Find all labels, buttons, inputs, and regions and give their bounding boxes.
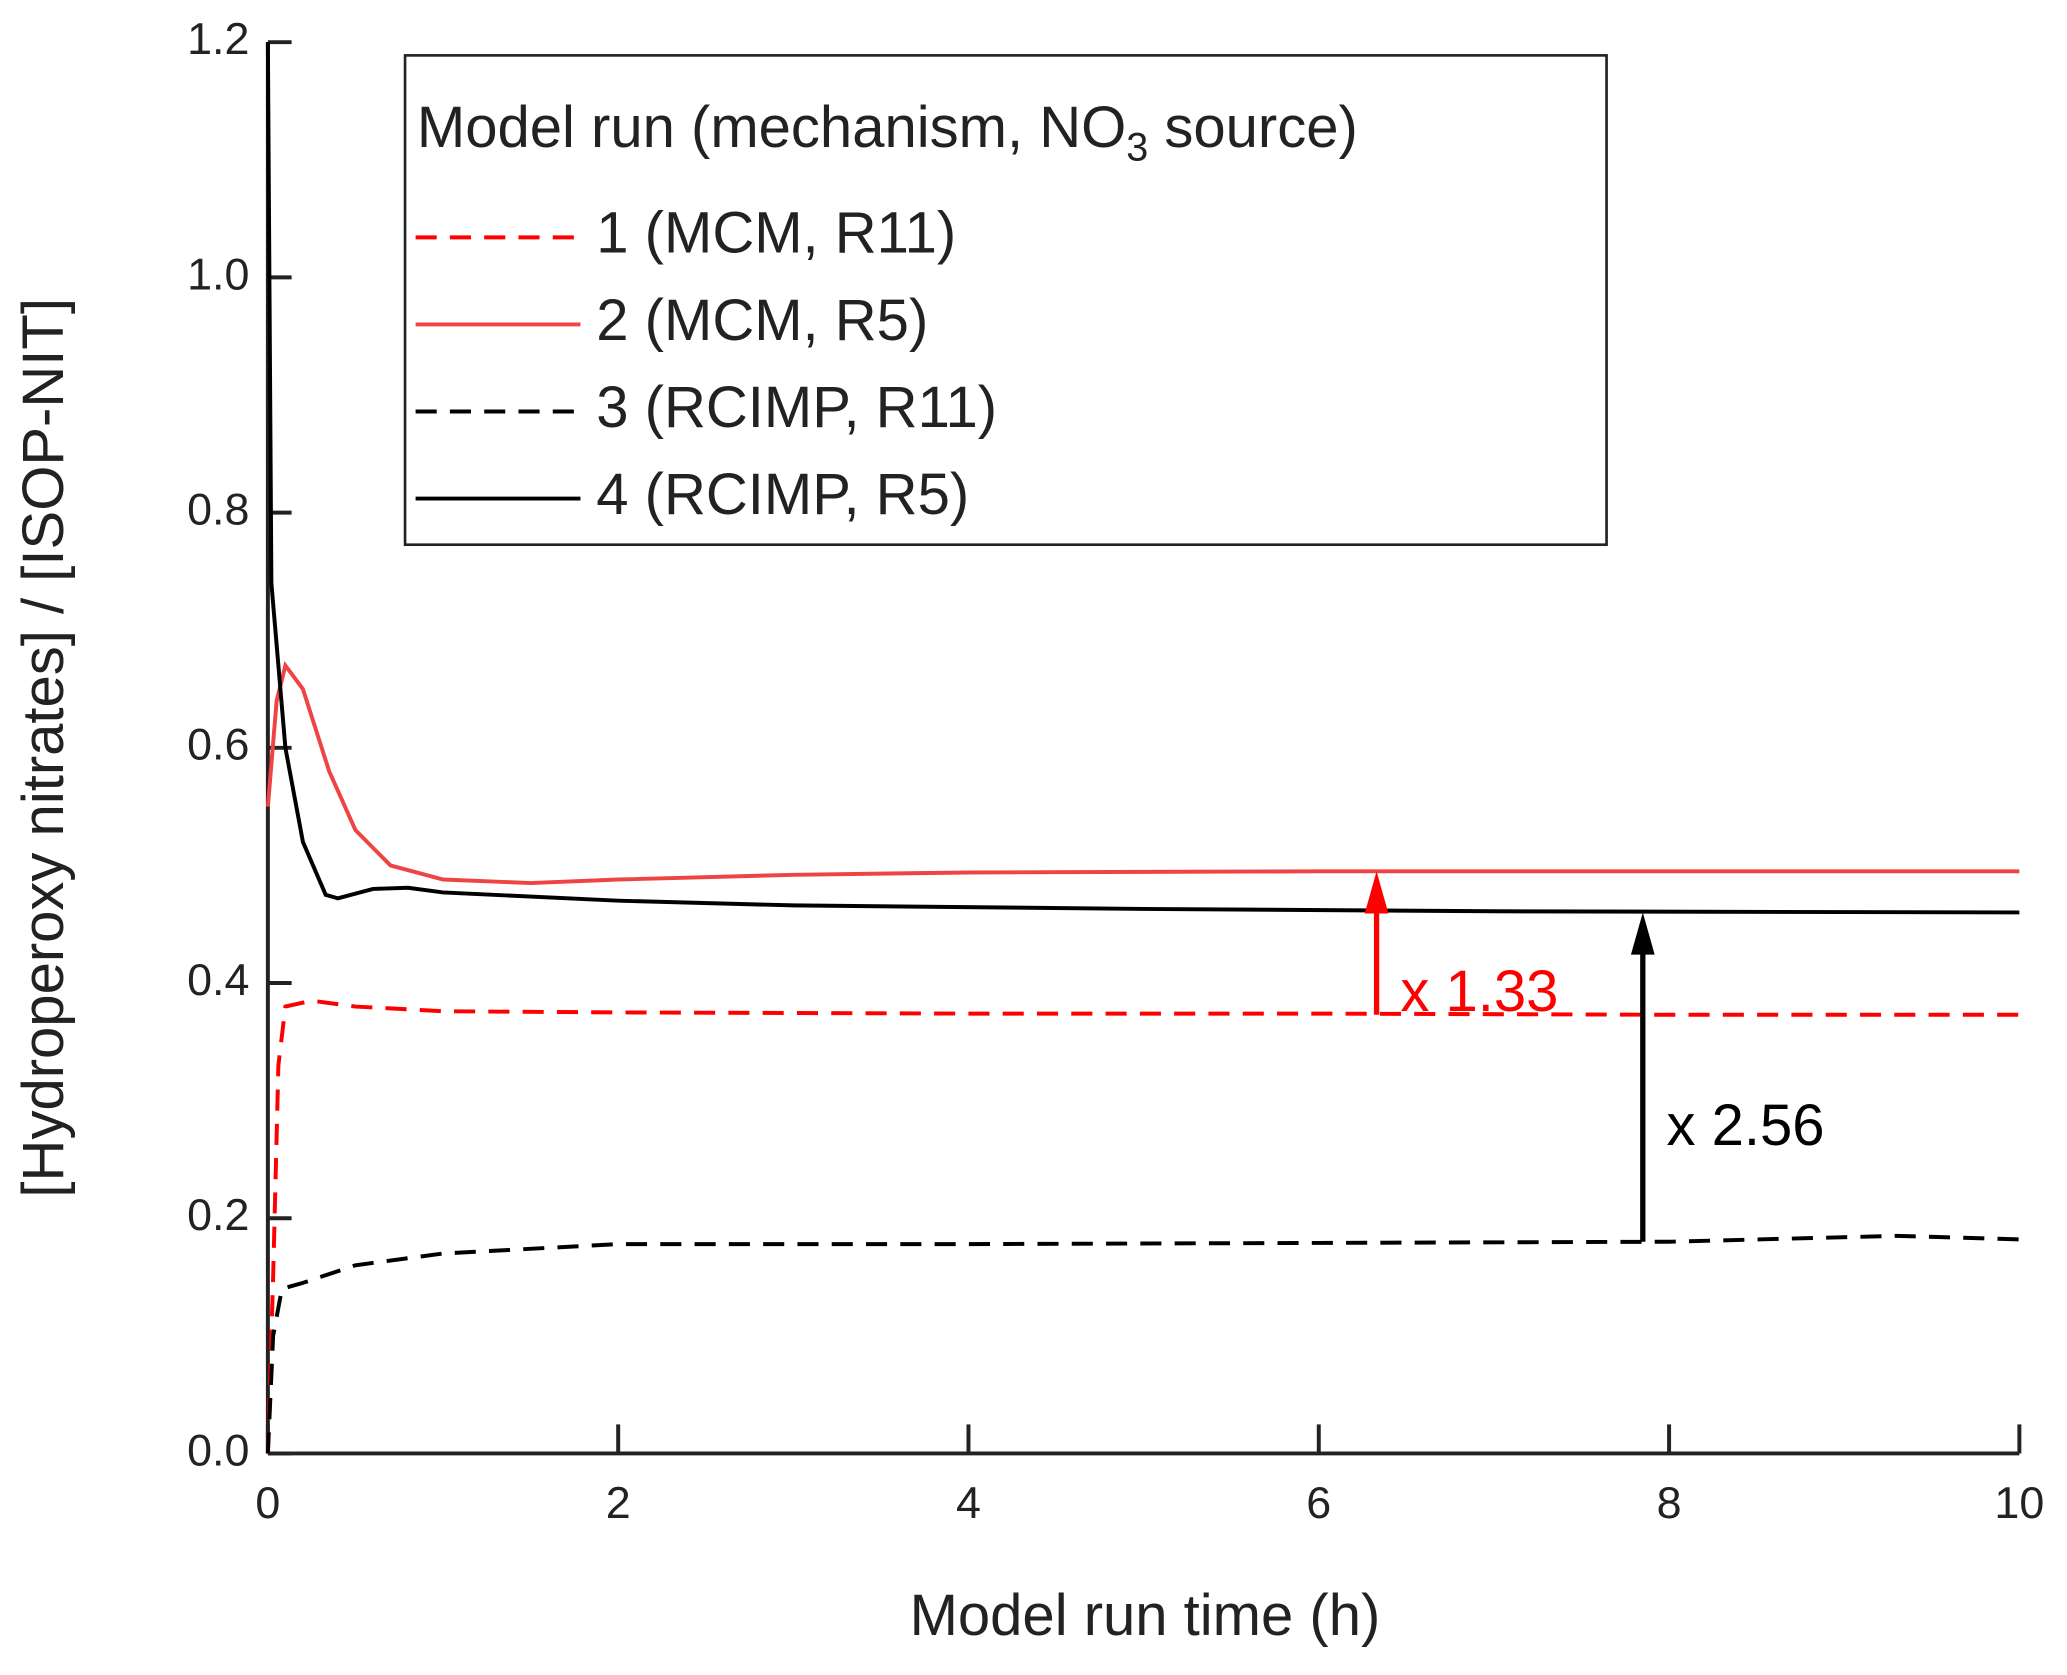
legend-title-text: source) bbox=[1148, 95, 1358, 160]
x-tick-label: 4 bbox=[956, 1477, 981, 1528]
x-tick-label: 0 bbox=[255, 1477, 280, 1528]
legend-label: 3 (RCIMP, R11) bbox=[596, 375, 997, 440]
y-tick-label: 0.0 bbox=[187, 1424, 249, 1475]
series-line bbox=[265, 660, 2020, 886]
x-tick-label: 2 bbox=[606, 1477, 631, 1528]
y-tick-label: 0.6 bbox=[187, 719, 249, 770]
series-line bbox=[265, 998, 2020, 1454]
series-line bbox=[265, 1233, 2020, 1454]
legend-title-subscript: 3 bbox=[1126, 126, 1148, 170]
series-line bbox=[265, 42, 2020, 915]
y-tick-label: 0.8 bbox=[187, 483, 249, 534]
arrow-head bbox=[1630, 912, 1655, 955]
legend-title: Model run (mechanism, NO3 source) bbox=[417, 95, 1358, 170]
arrow-head bbox=[1364, 871, 1389, 914]
x-tick-label: 10 bbox=[1994, 1477, 2044, 1528]
legend-box bbox=[403, 54, 1608, 547]
legend-label: 1 (MCM, R11) bbox=[596, 201, 956, 266]
y-tick-label: 1.2 bbox=[187, 13, 249, 64]
annotation-label: x 1.33 bbox=[1400, 959, 1558, 1024]
y-tick-label: 0.2 bbox=[187, 1189, 249, 1240]
annotation-label: x 2.56 bbox=[1667, 1093, 1825, 1158]
legend-label: 4 (RCIMP, R5) bbox=[596, 462, 969, 527]
x-axis-label: Model run time (h) bbox=[910, 1583, 1381, 1648]
legend-title-text: Model run (mechanism, NO bbox=[417, 95, 1126, 160]
y-tick-label: 0.4 bbox=[187, 954, 249, 1005]
x-tick-label: 8 bbox=[1657, 1477, 1682, 1528]
y-tick-label: 1.0 bbox=[187, 248, 249, 299]
y-axis-label: [Hydroperoxy nitrates] / [ISOP-NIT] bbox=[11, 298, 76, 1198]
x-tick-label: 6 bbox=[1306, 1477, 1331, 1528]
legend-label: 2 (MCM, R5) bbox=[596, 288, 928, 353]
